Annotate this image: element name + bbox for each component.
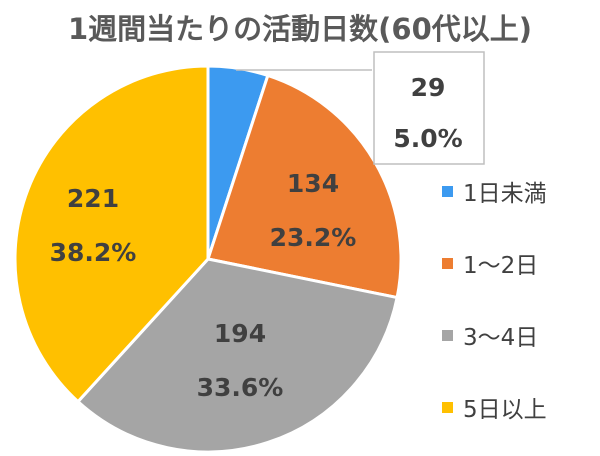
data-label: 29 <box>411 73 446 102</box>
legend-swatch <box>442 185 453 197</box>
callout-box <box>373 51 485 165</box>
legend-item: 1～2日 <box>442 248 539 279</box>
data-label: 221 <box>67 184 119 213</box>
data-label: 23.2% <box>270 223 357 252</box>
data-label: 33.6% <box>197 373 284 402</box>
data-label: 134 <box>287 169 339 198</box>
legend-label: 3～4日 <box>463 325 539 351</box>
legend-swatch <box>442 401 453 413</box>
legend-swatch <box>442 329 453 341</box>
chart-title: 1週間当たりの活動日数(60代以上) <box>67 12 533 46</box>
data-label: 38.2% <box>50 238 137 267</box>
legend-item: 5日以上 <box>442 392 547 423</box>
legend-swatch <box>442 257 453 269</box>
legend-label: 1日未満 <box>463 181 547 207</box>
legend-item: 1日未満 <box>442 176 547 207</box>
legend-label: 1～2日 <box>463 253 539 279</box>
data-label: 194 <box>214 319 266 348</box>
legend-item: 3～4日 <box>442 320 539 351</box>
legend-label: 5日以上 <box>463 397 547 423</box>
data-label: 5.0% <box>393 124 462 153</box>
pie-slice <box>75 257 399 454</box>
pie-slice <box>13 64 210 404</box>
